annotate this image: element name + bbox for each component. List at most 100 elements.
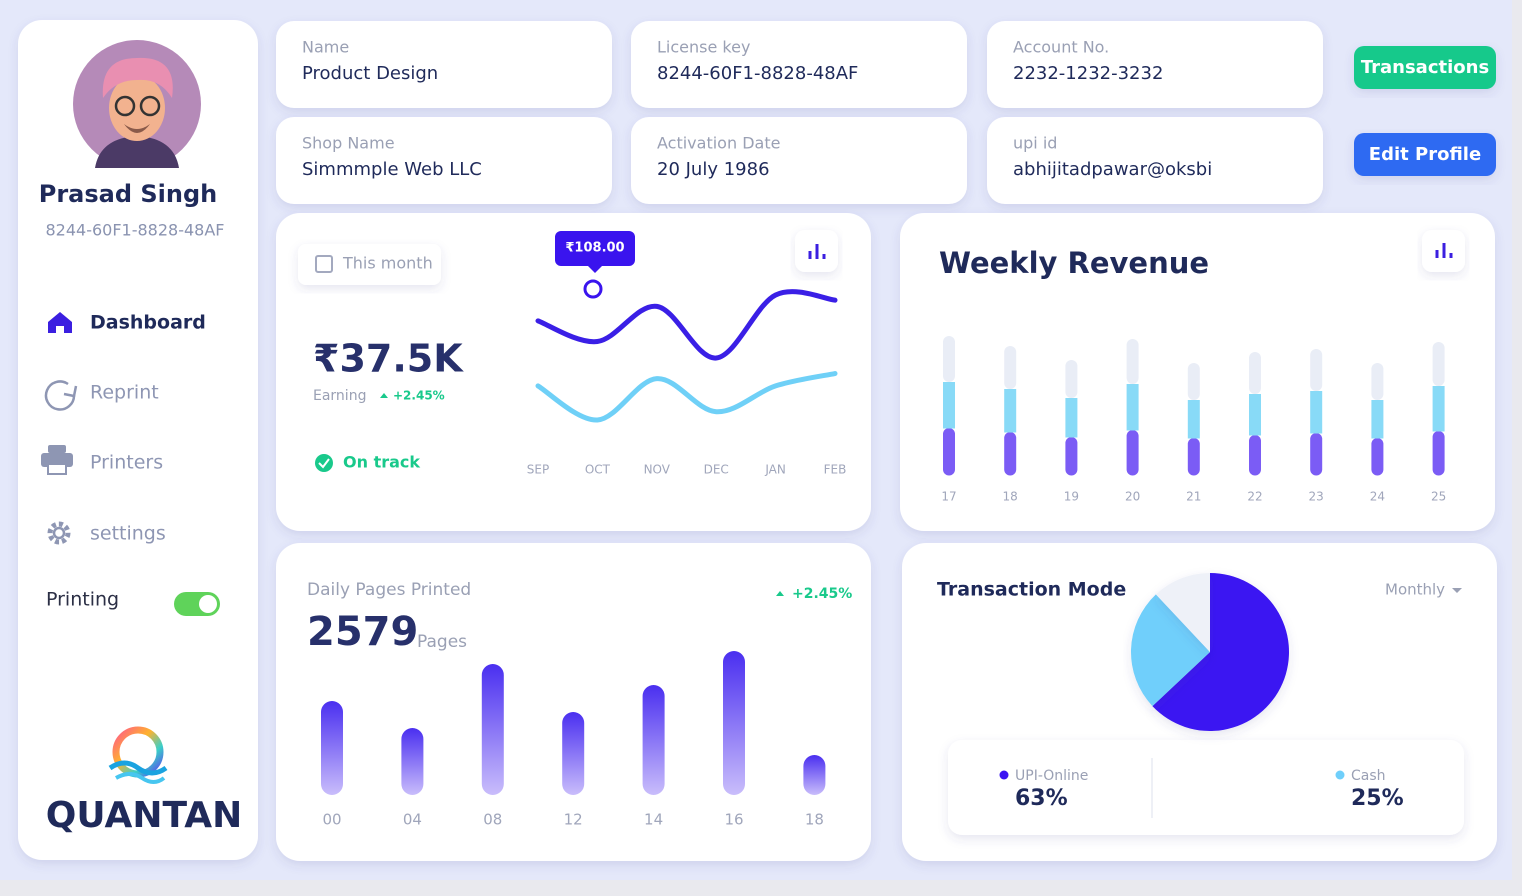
x-tick-label: SEP [527,463,549,477]
x-tick-label: 00 [322,811,341,829]
status: On track [343,453,420,472]
info-label: Shop Name [302,134,395,153]
x-tick-label: 20 [1125,490,1140,504]
bar-segment [1065,360,1078,398]
filter-button[interactable] [298,244,441,285]
earnings-card [276,213,871,531]
bar-segment [1432,342,1445,386]
x-tick-label: 08 [483,811,502,829]
bar-segment [1065,398,1078,438]
bar-segment [1249,352,1261,394]
up-arrow [776,591,784,596]
pages-unit: Pages [417,632,467,652]
info-card [987,117,1323,204]
bar-segment [943,336,955,382]
nav-item[interactable]: Dashboard [90,312,206,334]
x-tick-label: 17 [941,490,956,504]
printer-icon [41,445,73,475]
bar-segment [1310,391,1323,434]
user-id: 8244-60F1-8828-48AF [45,221,224,240]
bar-segment [1371,400,1384,439]
info-card [276,117,612,204]
earning-caption: Earning [313,388,366,404]
filter-label[interactable]: This month [342,254,433,273]
x-tick-label: OCT [585,463,611,477]
earnings-chart: SEP OCT NOV DEC JAN FEB [527,289,846,477]
info-label: Activation Date [657,134,780,153]
bar-segment [1371,438,1384,476]
change: +2.45% [393,389,445,403]
bar-segment [943,428,955,476]
info-card [631,21,967,108]
x-tick-label: 12 [564,811,583,829]
bar-segment [1187,438,1200,476]
tooltip-marker [583,279,603,299]
legend-box [948,740,1464,835]
info-label: License key [657,38,750,57]
info-label: Name [302,38,349,57]
bar-segment [1371,363,1384,400]
user-name: Prasad Singh [39,180,218,208]
bar-segment [1187,363,1200,400]
caret [1452,588,1462,593]
info-value: Product Design [302,63,438,84]
bar [562,712,585,795]
settings-icon [47,521,71,545]
button-label[interactable]: Edit Profile [1369,144,1481,165]
daily-card [276,543,871,861]
nav-item[interactable]: Reprint [90,382,159,404]
bar [723,651,745,795]
chart-title: Weekly Revenue [939,246,1209,280]
brand: QUANTAN [46,795,242,836]
up-arrow [380,393,388,398]
bar [803,755,826,795]
bar-segment [1249,394,1261,436]
period-select[interactable]: Monthly [1385,581,1445,599]
chart-title: Transaction Mode [937,579,1126,601]
earning-total: ₹37.5K [313,337,464,381]
x-tick-label: 21 [1186,490,1201,504]
bar-segment [1126,339,1139,384]
pie-slice [1152,573,1290,731]
bar-segment [1004,432,1017,476]
button[interactable] [1354,46,1496,89]
chart-icon [808,244,826,259]
reprint-icon [44,380,78,411]
bar-segment [1310,433,1323,476]
nav-item[interactable]: settings [90,523,166,545]
bar-segment [1249,435,1261,476]
info-card [276,21,612,108]
info-card [987,21,1323,108]
nav-item[interactable]: Printers [90,452,163,474]
bar [321,701,343,795]
bar-segment [1004,389,1017,433]
toggle[interactable] [174,592,220,616]
bar [642,685,665,795]
info-label: Account No. [1013,38,1109,57]
change: +2.45% [792,586,852,602]
legend-label: UPI-Online [1015,768,1088,784]
bar-segment [1004,346,1017,389]
x-tick-label: 23 [1309,490,1324,504]
bar-segment [1432,386,1445,432]
info-label: upi id [1013,134,1057,153]
chart-title: Daily Pages Printed [307,580,471,600]
calendar-icon [315,255,333,273]
legend-value: 25% [1351,786,1404,811]
x-tick-label: 18 [1003,490,1018,504]
x-tick-label: DEC [704,463,729,477]
check-icon [315,454,333,472]
sidebar [18,20,258,860]
button[interactable] [1354,133,1496,176]
x-tick-label: JAN [764,463,786,477]
avatar [73,40,201,168]
legend-value: 63% [1015,786,1068,811]
bar-segment [943,382,955,429]
bar-segment [1187,400,1200,439]
info-value: 8244-60F1-8828-48AF [657,63,858,84]
info-value: 20 July 1986 [657,159,770,180]
x-tick-label: 19 [1064,490,1079,504]
button-label[interactable]: Transactions [1361,57,1489,78]
